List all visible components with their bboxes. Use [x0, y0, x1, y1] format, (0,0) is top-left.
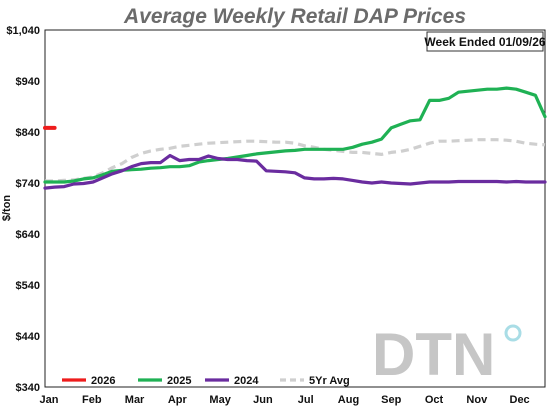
annotation-box — [426, 31, 544, 52]
x-tick-label: Apr — [168, 394, 188, 406]
x-tick-label: Jul — [298, 394, 314, 406]
legend-label: 2026 — [91, 375, 115, 387]
y-tick-label: $340 — [16, 382, 40, 394]
y-axis: $1,040 $940 $840 $740 $640 $540 $440 $340 — [6, 25, 40, 394]
x-tick-label: Nov — [466, 394, 488, 406]
x-tick-label: May — [209, 394, 231, 406]
y-tick-label: $840 — [16, 127, 40, 139]
x-tick-label: Dec — [510, 394, 530, 406]
y-tick-label: $940 — [16, 76, 40, 88]
x-tick-label: Aug — [338, 394, 359, 406]
y-tick-label: $740 — [16, 178, 40, 190]
series-line-5yr-avg — [45, 138, 546, 183]
y-tick-label: $540 — [16, 280, 40, 292]
x-tick-label: Mar — [125, 394, 145, 406]
week-ended-annotation: Week Ended 01/09/26 — [424, 35, 546, 49]
chart-title: Average Weekly Retail DAP Prices — [123, 5, 466, 28]
series-line-2024 — [43, 153, 547, 190]
series-line-2025 — [43, 86, 547, 184]
series-layer — [43, 86, 547, 190]
x-tick-label: Jun — [253, 394, 273, 406]
y-tick-label: $640 — [16, 229, 40, 241]
x-tick-label: Sep — [381, 394, 401, 406]
y-tick-label: $440 — [16, 331, 40, 343]
legend: 2026 2025 2024 5Yr Avg — [62, 375, 350, 387]
x-tick-label: Feb — [82, 394, 102, 406]
dtn-logo-dot — [504, 324, 522, 342]
x-axis: Jan Feb Mar Apr May Jun Jul Aug Sep Oct Nov Dec — [40, 394, 530, 406]
plot-frame — [44, 29, 546, 388]
x-tick-label: Jan — [40, 394, 59, 406]
y-axis-label: $/ton — [1, 195, 13, 222]
x-tick-label: Oct — [425, 394, 444, 406]
dtn-watermark: DTN — [372, 321, 495, 388]
legend-label: 5Yr Avg — [309, 375, 350, 387]
legend-label: 2025 — [167, 375, 191, 387]
y-tick-label: $1,040 — [6, 25, 40, 37]
legend-label: 2024 — [234, 375, 259, 387]
